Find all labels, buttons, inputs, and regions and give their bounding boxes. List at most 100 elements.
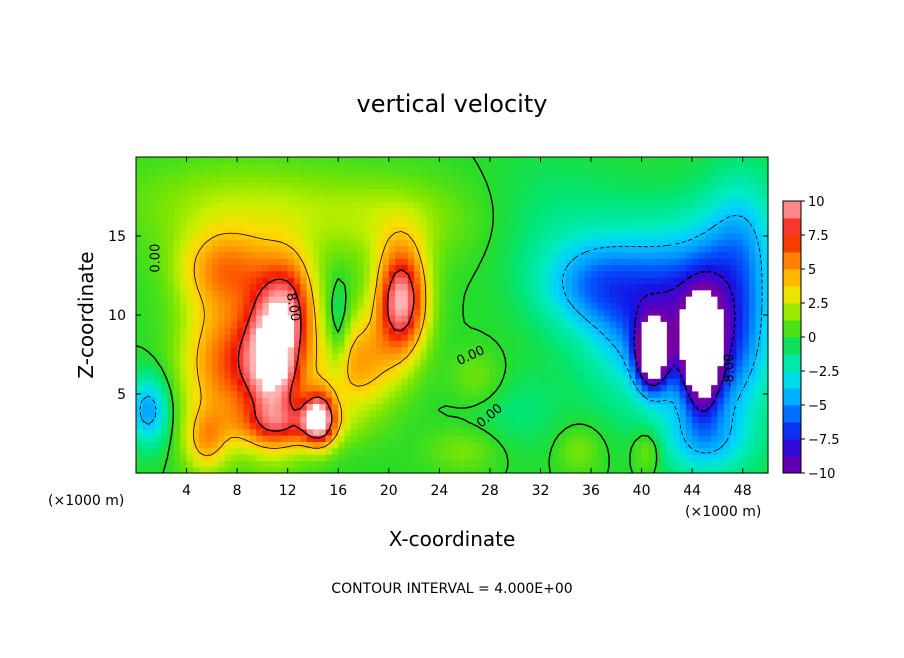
heatmap-cell: [211, 302, 219, 310]
heatmap-cell: [464, 460, 472, 468]
heatmap-cell: [755, 308, 763, 316]
heatmap-cell: [294, 403, 301, 411]
heatmap-cell: [559, 289, 567, 297]
heatmap-cell: [521, 428, 529, 436]
heatmap-cell: [723, 302, 731, 310]
heatmap-cell: [553, 454, 561, 461]
heatmap-cell: [584, 447, 592, 455]
heatmap-cell: [363, 175, 371, 183]
heatmap-cell: [742, 277, 750, 284]
heatmap-cell: [546, 188, 554, 196]
heatmap-cell: [192, 245, 200, 253]
heatmap-cell: [673, 289, 681, 297]
heatmap-cell: [331, 302, 339, 310]
heatmap-cell: [666, 296, 674, 303]
heatmap-cell: [148, 384, 156, 392]
heatmap-cell: [553, 371, 561, 379]
heatmap-cell: [711, 359, 719, 367]
heatmap-cell: [730, 239, 737, 247]
heatmap-cell: [603, 378, 611, 386]
heatmap-cell: [154, 435, 162, 442]
heatmap-cell: [553, 403, 561, 411]
heatmap-cell: [433, 321, 440, 329]
heatmap-cell: [142, 441, 150, 449]
heatmap-cell: [306, 327, 314, 335]
heatmap-cell: [483, 308, 491, 316]
heatmap-cell: [477, 315, 485, 322]
heatmap-cell: [180, 422, 188, 430]
heatmap-cell: [287, 201, 295, 209]
heatmap-cell: [167, 397, 175, 405]
heatmap-cell: [470, 213, 478, 221]
heatmap-cell: [483, 454, 491, 461]
heatmap-cell: [382, 289, 390, 297]
heatmap-cell: [281, 327, 289, 335]
heatmap-cell: [357, 422, 365, 430]
heatmap-cell: [388, 460, 396, 468]
heatmap-cell: [666, 428, 674, 436]
heatmap-cell: [312, 435, 320, 442]
heatmap-cell: [275, 201, 282, 209]
heatmap-cell: [546, 213, 554, 221]
heatmap-cell: [369, 315, 377, 322]
heatmap-cell: [211, 270, 219, 278]
heatmap-cell: [211, 435, 219, 442]
heatmap-cell: [186, 289, 194, 297]
heatmap-cell: [224, 454, 232, 461]
heatmap-cell: [319, 447, 327, 455]
heatmap-cell: [679, 454, 687, 461]
heatmap-cell: [673, 201, 681, 209]
heatmap-cell: [357, 365, 365, 373]
heatmap-cell: [312, 169, 320, 177]
heatmap-cell: [761, 163, 769, 171]
heatmap-cell: [357, 220, 365, 228]
heatmap-cell: [294, 365, 301, 373]
heatmap-cell: [489, 454, 497, 461]
heatmap-cell: [483, 422, 491, 430]
heatmap-cell: [249, 194, 257, 202]
heatmap-cell: [294, 283, 301, 291]
heatmap-cell: [628, 403, 636, 411]
heatmap-cell: [363, 435, 371, 442]
heatmap-cell: [382, 384, 390, 392]
heatmap-cell: [218, 232, 226, 240]
heatmap-cell: [679, 409, 687, 417]
heatmap-cell: [262, 428, 270, 436]
heatmap-cell: [243, 397, 251, 405]
heatmap-cell: [515, 277, 523, 284]
heatmap-cell: [584, 321, 592, 329]
heatmap-cell: [325, 327, 333, 335]
heatmap-cell: [464, 447, 472, 455]
heatmap-cell: [692, 315, 700, 322]
heatmap-cell: [508, 289, 516, 297]
heatmap-cell: [496, 194, 504, 202]
heatmap-cell: [464, 435, 472, 442]
heatmap-cell: [515, 302, 523, 310]
heatmap-cell: [287, 245, 295, 253]
heatmap-cell: [616, 213, 624, 221]
heatmap-cell: [420, 239, 428, 247]
heatmap-cell: [331, 232, 339, 240]
heatmap-cell: [711, 213, 719, 221]
heatmap-cell: [464, 239, 472, 247]
heatmap-cell: [628, 245, 636, 253]
heatmap-cell: [489, 435, 497, 442]
heatmap-cell: [401, 188, 409, 196]
heatmap-cell: [679, 283, 687, 291]
heatmap-cell: [205, 365, 213, 373]
heatmap-cell: [477, 365, 485, 373]
heatmap-cell: [281, 232, 289, 240]
heatmap-cell: [546, 245, 554, 253]
heatmap-cell: [666, 239, 674, 247]
heatmap-cell: [142, 384, 150, 392]
heatmap-cell: [325, 258, 333, 266]
heatmap-cell: [173, 466, 181, 474]
heatmap-cell: [711, 239, 719, 247]
heatmap-cell: [230, 371, 238, 379]
heatmap-cell: [527, 340, 535, 348]
heatmap-cell: [218, 308, 226, 316]
heatmap-cell: [445, 428, 453, 436]
heatmap-cell: [439, 378, 447, 386]
heatmap-cell: [363, 441, 371, 449]
heatmap-cell: [464, 207, 472, 215]
